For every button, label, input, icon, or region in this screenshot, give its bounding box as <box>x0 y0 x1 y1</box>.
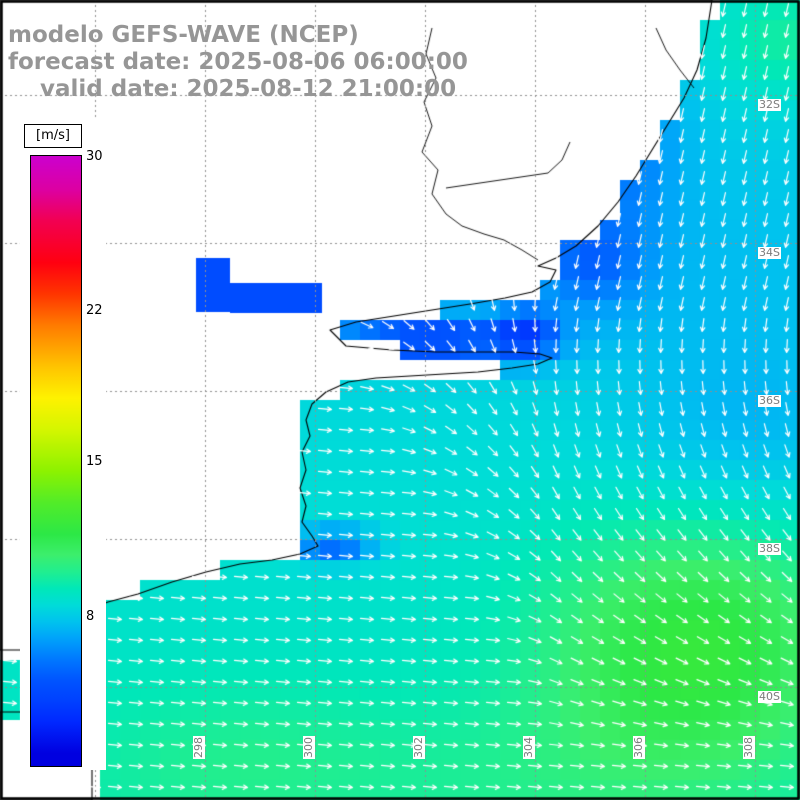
colorbar: [m/s] 30 22 15 8 <box>20 118 106 770</box>
colorbar-tick-30: 30 <box>86 149 103 164</box>
colorbar-tick-15: 15 <box>86 454 103 469</box>
colorbar-unit-label: [m/s] <box>24 124 82 148</box>
colorbar-tick-22: 22 <box>86 303 103 318</box>
colorbar-gradient <box>30 155 82 767</box>
colorbar-tick-8: 8 <box>86 609 95 624</box>
